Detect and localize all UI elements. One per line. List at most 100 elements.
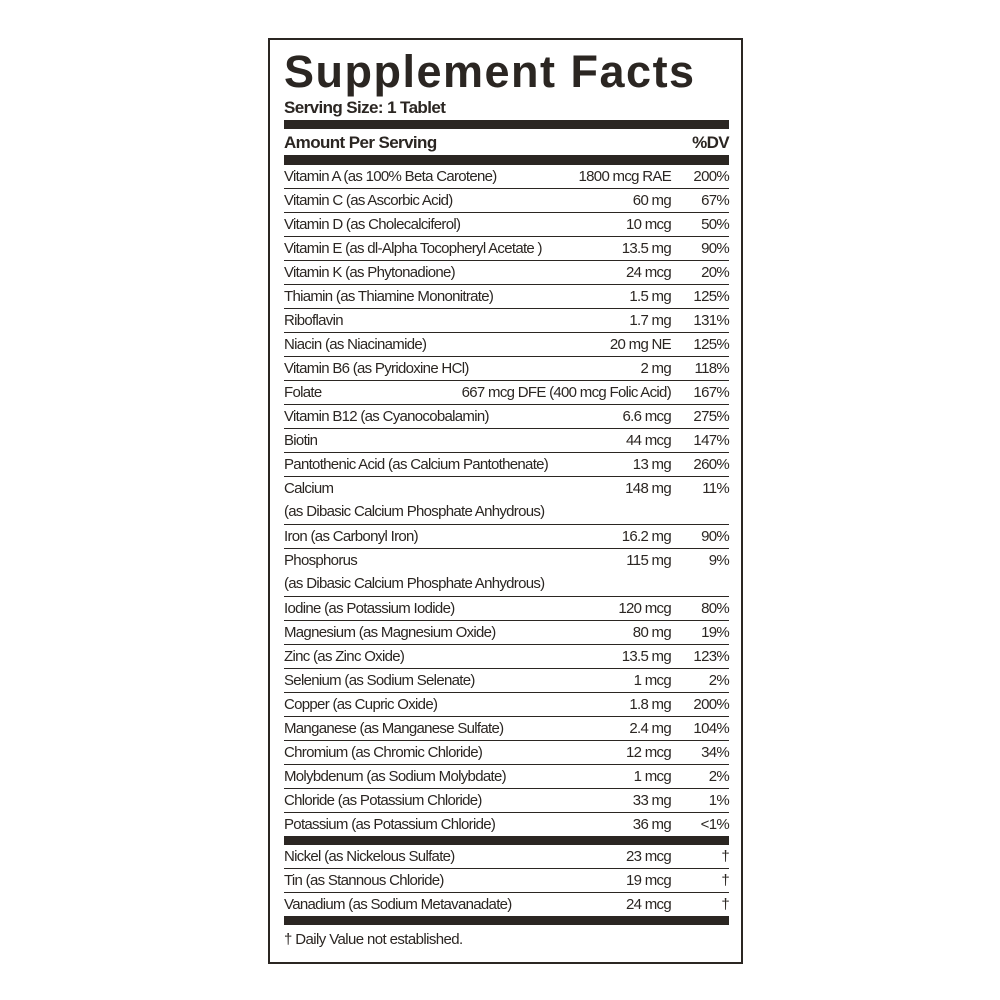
nutrient-row: Vitamin E (as dl-Alpha Tocopheryl Acetat… (284, 237, 730, 261)
nutrient-dv: 275% (693, 408, 729, 425)
nutrient-name-text: Molybdenum (as Sodium Molybdate) (284, 768, 507, 785)
nutrient-row: Vitamin B6 (as Pyridoxine HCl) 2 mg 118% (284, 357, 730, 381)
nutrient-amount: 1800 mcg RAE (578, 168, 672, 185)
nutrient-amount: 24 mcg (626, 264, 672, 281)
nutrient-name: Copper (as Cupric Oxide) (284, 693, 629, 716)
nutrient-source: (as Dibasic Calcium Phosphate Anhydrous) (284, 503, 545, 520)
nutrient-row: Tin (as Stannous Chloride) 19 mcg † (284, 869, 730, 893)
nutrient-amount: 120 mcg (618, 600, 671, 617)
nutrient-dv: 20% (701, 264, 730, 281)
nutrient-name: Tin (as Stannous Chloride) (284, 869, 626, 892)
nutrient-dv: 2% (708, 768, 730, 785)
nutrient-amount: 2 mg (640, 360, 671, 377)
nutrient-name: Vitamin K (as Phytonadione) (284, 261, 626, 284)
nutrient-row: Biotin 44 mcg 147% (284, 429, 730, 453)
nutrient-name-text: Vitamin A (as 100% Beta Carotene) (284, 168, 497, 185)
nutrient-dv: 67% (701, 192, 730, 209)
nutrient-amount: 10 mcg (626, 216, 672, 233)
nutrient-row: Vitamin B12 (as Cyanocobalamin) 6.6 mcg 27… (284, 405, 730, 429)
nutrient-amount: 16.2 mg (621, 528, 672, 545)
nutrient-name: Vitamin B6 (as Pyridoxine HCl) (284, 357, 640, 380)
nutrient-name-text: Vitamin K (as Phytonadione) (284, 264, 456, 281)
nutrient-amount: 13.5 mg (621, 240, 672, 257)
nutrient-amount: 80 mg (632, 624, 672, 641)
nutrient-name: Selenium (as Sodium Selenate) (284, 669, 634, 692)
nutrient-amount: 36 mg (632, 816, 672, 833)
divider-thick (284, 156, 729, 165)
nutrient-amount: 44 mcg (626, 432, 672, 449)
nutrient-dv: 1% (708, 792, 730, 809)
nutrient-row: Thiamin (as Thiamine Mononitrate) 1.5 mg 1… (284, 285, 730, 309)
nutrient-row: Vitamin D (as Cholecalciferol) 10 mcg 50% (284, 213, 730, 237)
nutrient-amount: 2.4 mg (629, 720, 671, 737)
nutrient-row: Niacin (as Niacinamide) 20 mg NE 125% (284, 333, 730, 357)
nutrient-name-text: Iodine (as Potassium Iodide) (284, 600, 455, 617)
nutrient-row: Vitamin A (as 100% Beta Carotene) 1800 mc… (284, 165, 730, 189)
nutrient-name: Phosphorus (as Dibasic Calcium Phosphate … (284, 549, 626, 596)
nutrient-name: Calcium (as Dibasic Calcium Phosphate Anh… (284, 477, 625, 524)
nutrient-name: Vitamin C (as Ascorbic Acid) (284, 189, 633, 212)
nutrient-name: Niacin (as Niacinamide) (284, 333, 610, 356)
nutrient-dv: 80% (701, 600, 730, 617)
nutrient-name: Thiamin (as Thiamine Mononitrate) (284, 285, 629, 308)
nutrient-name-text: Nickel (as Nickelous Sulfate) (284, 848, 455, 865)
divider-thick (284, 120, 729, 129)
nutrient-name-text: Selenium (as Sodium Selenate) (284, 672, 475, 689)
nutrient-row: Potassium (as Potassium Chloride) 36 mg <1… (284, 813, 730, 836)
nutrient-source: (as Dibasic Calcium Phosphate Anhydrous) (284, 575, 545, 592)
nutrient-name: Manganese (as Manganese Sulfate) (284, 717, 629, 740)
nutrient-name: Iron (as Carbonyl Iron) (284, 525, 622, 548)
nutrient-dv: 50% (701, 216, 730, 233)
nutrient-list: Vitamin A (as 100% Beta Carotene) 1800 mc… (284, 165, 730, 836)
nutrient-name: Chromium (as Chromic Chloride) (284, 741, 626, 764)
nutrient-amount: 33 mg (632, 792, 672, 809)
nutrient-amount: 19 mcg (626, 872, 672, 889)
supplement-facts-label: Supplement Facts Serving Size: 1 Tablet … (268, 38, 743, 964)
nutrient-name: Zinc (as Zinc Oxide) (284, 645, 622, 668)
nutrient-amount: 1 mcg (633, 672, 672, 689)
nutrient-row: Vitamin C (as Ascorbic Acid) 60 mg 67% (284, 189, 730, 213)
nutrient-amount: 13.5 mg (621, 648, 672, 665)
nutrient-name-text: Vitamin B6 (as Pyridoxine HCl) (284, 360, 469, 377)
other-nutrient-list: Nickel (as Nickelous Sulfate) 23 mcg † Tin … (284, 845, 730, 916)
nutrient-name-text: Vitamin B12 (as Cyanocobalamin) (284, 408, 490, 425)
nutrient-dv: 104% (693, 720, 729, 737)
nutrient-row: Magnesium (as Magnesium Oxide) 80 mg 19% (284, 621, 730, 645)
nutrient-amount: 6.6 mcg (622, 408, 672, 425)
nutrient-name-text: Zinc (as Zinc Oxide) (284, 648, 405, 665)
nutrient-row: Vitamin K (as Phytonadione) 24 mcg 20% (284, 261, 730, 285)
label-title: Supplement Facts (284, 46, 696, 97)
nutrient-dv: 118% (694, 360, 730, 377)
nutrient-name-text: Chromium (as Chromic Chloride) (284, 744, 483, 761)
nutrient-dv: 19% (701, 624, 730, 641)
nutrient-name: Pantothenic Acid (as Calcium Pantothenat… (284, 453, 633, 476)
nutrient-name-text: Manganese (as Manganese Sulfate) (284, 720, 504, 737)
nutrient-dv: 90% (701, 240, 730, 257)
nutrient-name-text: Riboflavin (284, 312, 344, 329)
nutrient-row: Zinc (as Zinc Oxide) 13.5 mg 123% (284, 645, 730, 669)
nutrient-name-text: Iron (as Carbonyl Iron) (284, 528, 419, 545)
nutrient-name-text: Vitamin E (as dl-Alpha Tocopheryl Acetat… (284, 240, 543, 257)
nutrient-name-text: Niacin (as Niacinamide) (284, 336, 427, 353)
nutrient-dv: 9% (708, 552, 730, 569)
nutrient-row: Vanadium (as Sodium Metavanadate) 24 mcg † (284, 893, 730, 916)
nutrient-dv: 167% (693, 384, 729, 401)
nutrient-amount: 1.7 mg (629, 312, 671, 329)
nutrient-name: Potassium (as Potassium Chloride) (284, 813, 633, 836)
nutrient-name-text: Magnesium (as Magnesium Oxide) (284, 624, 496, 641)
nutrient-name: Iodine (as Potassium Iodide) (284, 597, 618, 620)
nutrient-amount: 1.5 mg (629, 288, 671, 305)
nutrient-amount: 12 mcg (626, 744, 672, 761)
nutrient-dv: † (721, 872, 729, 889)
nutrient-name-text: Copper (as Cupric Oxide) (284, 696, 438, 713)
nutrient-amount: 23 mcg (626, 848, 672, 865)
nutrient-dv: † (721, 896, 729, 913)
nutrient-amount: 20 mg NE (609, 336, 672, 353)
nutrient-row: Molybdenum (as Sodium Molybdate) 1 mcg 2% (284, 765, 730, 789)
nutrient-dv: † (721, 848, 729, 865)
nutrient-name: Vitamin E (as dl-Alpha Tocopheryl Acetat… (284, 237, 622, 260)
nutrient-name-text: Calcium (284, 480, 334, 497)
nutrient-dv: 2% (708, 672, 730, 689)
nutrient-amount: 60 mg (632, 192, 672, 209)
nutrient-row: Chloride (as Potassium Chloride) 33 mg 1% (284, 789, 730, 813)
